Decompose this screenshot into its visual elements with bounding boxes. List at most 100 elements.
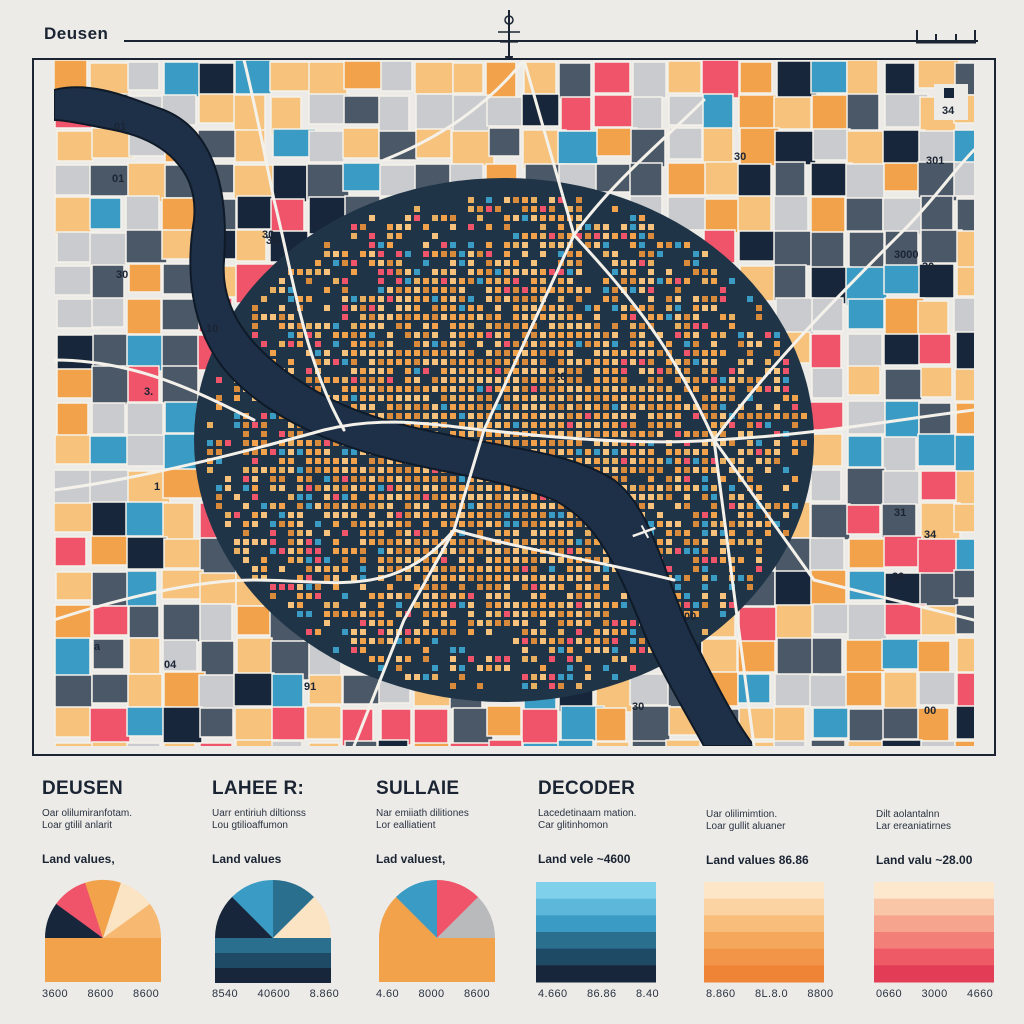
land-parcel[interactable] — [92, 605, 129, 636]
land-parcel[interactable] — [233, 672, 275, 707]
land-parcel[interactable] — [632, 61, 667, 99]
land-parcel[interactable] — [917, 60, 960, 89]
land-parcel[interactable] — [54, 674, 93, 713]
land-parcel[interactable] — [308, 742, 340, 746]
land-parcel[interactable] — [920, 366, 953, 398]
land-parcel[interactable] — [198, 93, 238, 124]
land-parcel[interactable] — [126, 706, 170, 737]
land-parcel[interactable] — [629, 673, 671, 706]
land-parcel[interactable] — [271, 673, 304, 712]
land-parcel[interactable] — [54, 637, 91, 678]
land-parcel[interactable] — [809, 674, 849, 708]
land-parcel[interactable] — [271, 740, 303, 746]
land-parcel[interactable] — [810, 469, 842, 502]
land-parcel[interactable] — [956, 672, 974, 712]
land-parcel[interactable] — [953, 503, 974, 533]
land-parcel[interactable] — [883, 264, 926, 295]
land-parcel[interactable] — [920, 470, 958, 501]
land-parcel[interactable] — [125, 229, 168, 264]
land-parcel[interactable] — [54, 265, 92, 296]
land-parcel[interactable] — [845, 197, 884, 232]
land-parcel[interactable] — [917, 161, 958, 202]
land-parcel[interactable] — [846, 504, 881, 535]
land-parcel[interactable] — [773, 230, 812, 267]
land-parcel[interactable] — [89, 232, 127, 267]
land-parcel[interactable] — [56, 130, 94, 162]
land-parcel[interactable] — [272, 164, 308, 203]
land-parcel[interactable] — [558, 62, 592, 100]
land-parcel[interactable] — [89, 164, 133, 197]
land-parcel[interactable] — [882, 470, 920, 506]
land-parcel[interactable] — [308, 674, 343, 705]
land-parcel[interactable] — [953, 569, 974, 599]
land-parcel[interactable] — [128, 605, 160, 639]
land-parcel[interactable] — [54, 706, 92, 738]
land-parcel[interactable] — [809, 401, 844, 431]
land-parcel[interactable] — [380, 708, 412, 746]
land-parcel[interactable] — [882, 129, 926, 167]
land-parcel[interactable] — [846, 130, 885, 168]
land-parcel[interactable] — [774, 130, 817, 166]
land-parcel[interactable] — [199, 707, 234, 738]
land-parcel[interactable] — [126, 298, 162, 335]
land-parcel[interactable] — [956, 266, 974, 297]
land-parcel[interactable] — [488, 739, 523, 746]
land-parcel[interactable] — [668, 95, 708, 126]
land-parcel[interactable] — [954, 368, 974, 402]
land-parcel[interactable] — [740, 741, 777, 746]
land-parcel[interactable] — [125, 195, 160, 232]
land-parcel[interactable] — [91, 365, 133, 406]
land-parcel[interactable] — [883, 162, 920, 192]
land-parcel[interactable] — [54, 196, 92, 236]
land-parcel[interactable] — [631, 96, 663, 134]
land-parcel[interactable] — [917, 300, 949, 339]
land-parcel[interactable] — [882, 436, 917, 472]
land-parcel[interactable] — [955, 705, 974, 740]
land-parcel[interactable] — [522, 742, 563, 746]
land-parcel[interactable] — [127, 673, 163, 708]
land-parcel[interactable] — [847, 365, 881, 396]
land-parcel[interactable] — [343, 60, 387, 90]
land-parcel[interactable] — [56, 402, 89, 441]
land-parcel[interactable] — [701, 60, 740, 99]
land-parcel[interactable] — [881, 638, 922, 670]
land-parcel[interactable] — [449, 742, 492, 746]
land-parcel[interactable] — [918, 671, 956, 706]
land-parcel[interactable] — [595, 707, 627, 742]
land-parcel[interactable] — [811, 637, 843, 675]
land-parcel[interactable] — [199, 603, 233, 642]
land-parcel[interactable] — [917, 538, 960, 579]
land-parcel[interactable] — [414, 61, 454, 95]
land-parcel[interactable] — [920, 740, 965, 746]
land-parcel[interactable] — [128, 263, 162, 293]
land-parcel[interactable] — [308, 61, 348, 97]
land-parcel[interactable] — [308, 130, 345, 163]
land-parcel[interactable] — [162, 502, 195, 541]
land-parcel[interactable] — [848, 538, 890, 569]
land-parcel[interactable] — [704, 198, 743, 234]
land-parcel[interactable] — [91, 264, 125, 303]
land-parcel[interactable] — [488, 127, 521, 157]
land-parcel[interactable] — [236, 637, 273, 675]
land-parcel[interactable] — [235, 229, 267, 262]
land-parcel[interactable] — [811, 367, 844, 399]
land-parcel[interactable] — [162, 639, 198, 672]
land-parcel[interactable] — [848, 708, 886, 746]
land-parcel[interactable] — [848, 231, 885, 271]
land-parcel[interactable] — [55, 571, 93, 601]
land-parcel[interactable] — [739, 127, 780, 167]
land-parcel[interactable] — [847, 740, 890, 746]
land-parcel[interactable] — [847, 435, 883, 468]
land-parcel[interactable] — [702, 127, 734, 168]
land-parcel[interactable] — [91, 297, 125, 328]
land-parcel[interactable] — [342, 162, 382, 192]
land-parcel[interactable] — [954, 434, 974, 475]
land-parcel[interactable] — [845, 639, 886, 673]
land-parcel[interactable] — [846, 93, 880, 131]
land-parcel[interactable] — [737, 195, 772, 235]
city-map[interactable]: 01303.103004303000313420300130002030301a… — [54, 60, 974, 746]
land-parcel[interactable] — [557, 130, 599, 165]
land-parcel[interactable] — [737, 163, 772, 198]
land-parcel[interactable] — [738, 94, 778, 133]
land-parcel[interactable] — [127, 61, 160, 91]
